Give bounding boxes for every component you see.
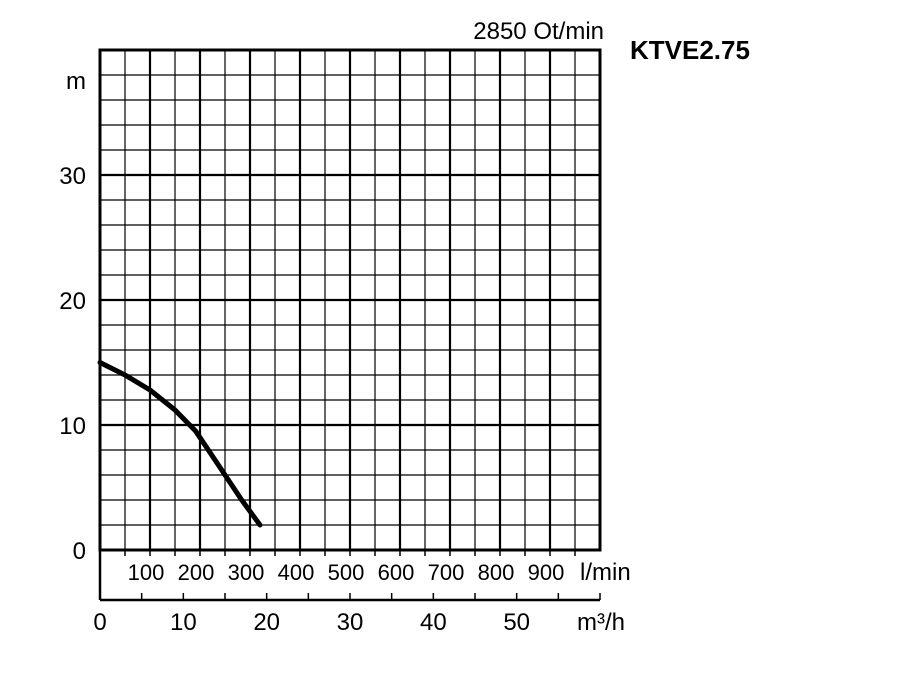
y-tick-label: 10 — [59, 413, 86, 440]
secondary-x-tick-label: 500 — [328, 560, 365, 585]
grid — [100, 50, 600, 550]
y-tick-label: 0 — [73, 538, 86, 565]
x-tick-label: 50 — [503, 609, 530, 636]
y-axis-label: m — [66, 68, 86, 95]
secondary-x-tick-label: 600 — [378, 560, 415, 585]
secondary-x-tick-label: 700 — [428, 560, 465, 585]
secondary-x-tick-label: 300 — [228, 560, 265, 585]
x-axis-label: m³/h — [577, 609, 625, 636]
series-line-head-curve — [97, 360, 263, 528]
y-tick-label: 30 — [59, 163, 86, 190]
y-tick-labels: 0 10 20 30 — [59, 163, 86, 565]
x-axes-panel — [98, 550, 601, 602]
secondary-x-axis-label: l/min — [580, 559, 631, 586]
x-tick-label: 40 — [420, 609, 447, 636]
x-tick-label: 0 — [93, 609, 106, 636]
secondary-x-tick-label: 400 — [278, 560, 315, 585]
secondary-x-tick-label: 800 — [478, 560, 515, 585]
x-tick-label: 10 — [170, 609, 197, 636]
chart-subtitle: 2850 Ot/min — [473, 18, 604, 45]
x-tick-label: 20 — [253, 609, 280, 636]
chart-title: KTVE2.75 — [630, 35, 750, 65]
secondary-x-tick-label: 100 — [128, 560, 165, 585]
secondary-x-tick-label: 900 — [528, 560, 565, 585]
y-tick-label: 20 — [59, 288, 86, 315]
x-tick-label: 30 — [337, 609, 364, 636]
x-tick-labels: 0 10 20 30 40 50 — [93, 609, 530, 636]
secondary-x-tick-label: 200 — [178, 560, 215, 585]
secondary-x-tick-labels: 100 200 300 400 500 600 700 800 900 — [128, 560, 565, 585]
